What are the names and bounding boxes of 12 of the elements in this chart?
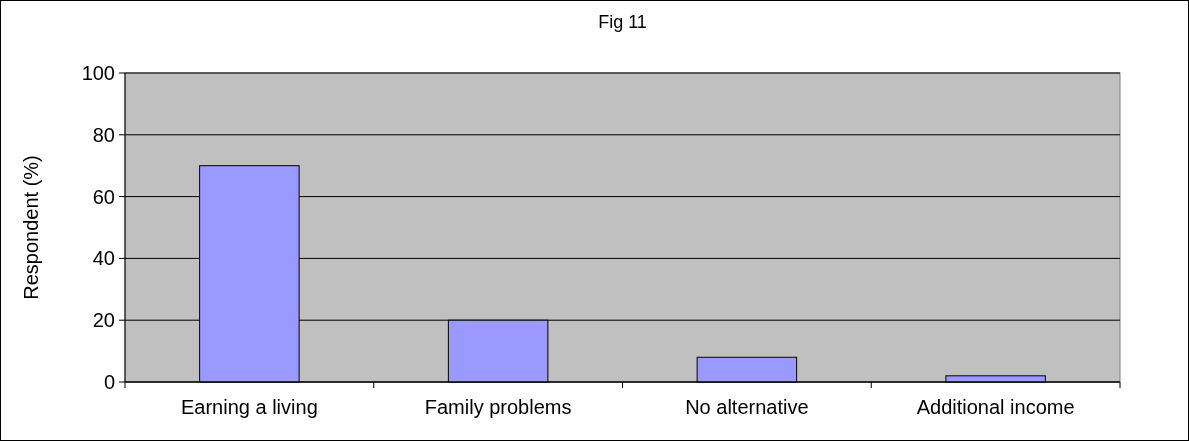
y-tick-label: 100	[81, 62, 115, 84]
y-axis-title: Respondent (%)	[20, 155, 42, 300]
chart-title: Fig 11	[598, 12, 647, 32]
x-tick-label: Earning a living	[181, 396, 318, 418]
y-tick-label: 80	[92, 123, 115, 146]
x-tick-label: Family problems	[424, 396, 572, 418]
y-tick-label: 40	[92, 247, 115, 270]
y-tick-label: 60	[92, 185, 115, 208]
x-tick-label: Additional income	[916, 396, 1075, 418]
y-tick-label: 0	[103, 371, 115, 393]
y-tick-label: 20	[92, 309, 115, 332]
x-tick-label: No alternative	[685, 396, 809, 418]
